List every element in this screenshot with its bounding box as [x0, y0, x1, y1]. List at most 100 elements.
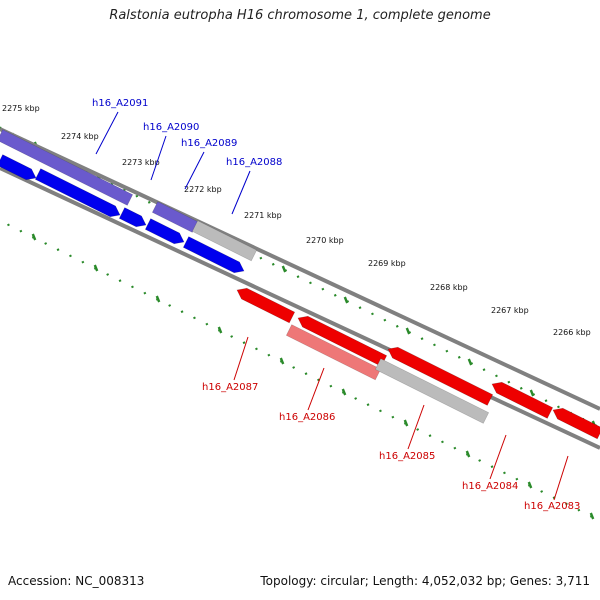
major-tick — [589, 512, 595, 520]
minor-tick — [296, 275, 300, 279]
gene-leader-line — [184, 151, 205, 190]
minor-tick — [420, 337, 424, 341]
gene-bar-upper — [0, 129, 134, 206]
minor-tick — [519, 386, 523, 390]
gene-arrow-blue — [34, 168, 121, 218]
minor-tick — [180, 310, 184, 314]
minor-tick — [495, 374, 498, 378]
gene-label: h16_A2090 — [143, 122, 199, 133]
gene-leader-line — [407, 404, 425, 450]
minor-tick — [395, 324, 399, 328]
minor-tick — [118, 279, 122, 283]
major-tick — [403, 419, 409, 427]
gene-label: h16_A2086 — [279, 412, 335, 423]
minor-tick — [135, 194, 139, 198]
gene-bar-grey — [374, 358, 490, 424]
gene-arrow-red — [491, 381, 554, 419]
minor-tick — [371, 312, 374, 316]
minor-tick — [123, 188, 126, 192]
kbp-label: 2271 kbp — [244, 211, 282, 220]
minor-tick — [515, 477, 519, 481]
minor-tick — [69, 254, 72, 258]
minor-tick — [56, 248, 60, 252]
major-tick — [281, 265, 287, 273]
major-tick — [217, 326, 223, 334]
minor-tick — [143, 291, 147, 295]
backbone-lower — [0, 166, 600, 450]
minor-tick — [230, 335, 234, 338]
gene-arrow-red — [387, 346, 494, 406]
minor-tick — [379, 409, 382, 413]
map-title: Ralstonia eutropha H16 chromosome 1, com… — [109, 8, 491, 23]
minor-tick — [205, 322, 209, 326]
gene-leader-line — [489, 434, 507, 480]
kbp-label: 2267 kbp — [491, 306, 529, 315]
minor-tick — [507, 380, 511, 384]
topology-summary: Topology: circular; Length: 4,052,032 bp… — [260, 574, 590, 588]
minor-tick — [7, 223, 10, 227]
minor-tick — [309, 281, 312, 285]
gene-bar-upper — [151, 201, 199, 233]
gene-label: h16_A2089 — [181, 138, 237, 149]
minor-tick — [478, 459, 482, 462]
accession-text: Accession: NC_008313 — [8, 574, 145, 588]
kbp-label: 2274 kbp — [61, 132, 99, 141]
minor-tick — [168, 304, 172, 307]
gene-bar-lower — [285, 324, 382, 381]
gene-arrow-red — [236, 287, 296, 324]
minor-tick — [329, 384, 333, 388]
major-tick — [527, 481, 533, 489]
gene-leader-line — [150, 135, 167, 181]
major-tick — [343, 296, 349, 304]
minor-tick — [255, 347, 258, 351]
minor-tick — [131, 285, 134, 289]
minor-tick — [366, 403, 370, 407]
major-tick — [31, 233, 37, 241]
minor-tick — [433, 343, 436, 347]
gene-arrow-blue — [0, 154, 37, 181]
kbp-label: 2272 kbp — [184, 185, 222, 194]
minor-tick — [147, 200, 151, 204]
minor-tick — [557, 405, 560, 409]
minor-tick — [565, 502, 568, 506]
gene-leader-line — [233, 336, 249, 381]
minor-tick — [358, 306, 362, 310]
major-tick — [465, 450, 471, 458]
minor-tick — [457, 355, 461, 359]
gene-label: h16_A2088 — [226, 157, 282, 168]
minor-tick — [19, 229, 23, 233]
gene-label: h16_A2085 — [379, 451, 435, 462]
major-tick — [155, 295, 161, 303]
minor-tick — [428, 434, 432, 438]
kbp-label: 2268 kbp — [430, 283, 468, 292]
minor-tick — [490, 465, 494, 469]
kbp-label: 2270 kbp — [306, 236, 344, 245]
minor-tick — [267, 353, 271, 357]
minor-tick — [271, 262, 275, 266]
gene-arrow-blue — [118, 207, 147, 228]
gene-label: h16_A2091 — [92, 98, 148, 109]
major-tick — [405, 327, 411, 335]
minor-tick — [354, 397, 358, 400]
gene-arrow-red — [552, 407, 600, 440]
backbone-layer — [0, 127, 600, 450]
gene-leader-line — [95, 111, 119, 155]
minor-tick — [544, 399, 548, 403]
kbp-label: 2269 kbp — [368, 259, 406, 268]
minor-tick — [540, 490, 544, 493]
kbp-label: 2266 kbp — [553, 328, 591, 337]
minor-tick — [81, 260, 85, 264]
minor-tick — [453, 446, 457, 450]
gene-leader-line — [307, 367, 325, 411]
minor-tick — [321, 287, 325, 291]
minor-tick — [445, 349, 449, 353]
major-tick — [341, 388, 347, 396]
minor-tick — [304, 372, 308, 376]
major-tick — [467, 358, 473, 366]
gene-bar-grey — [191, 220, 258, 262]
major-tick — [93, 264, 99, 272]
minor-tick — [503, 471, 506, 475]
minor-tick — [577, 508, 581, 512]
minor-tick — [44, 242, 48, 245]
